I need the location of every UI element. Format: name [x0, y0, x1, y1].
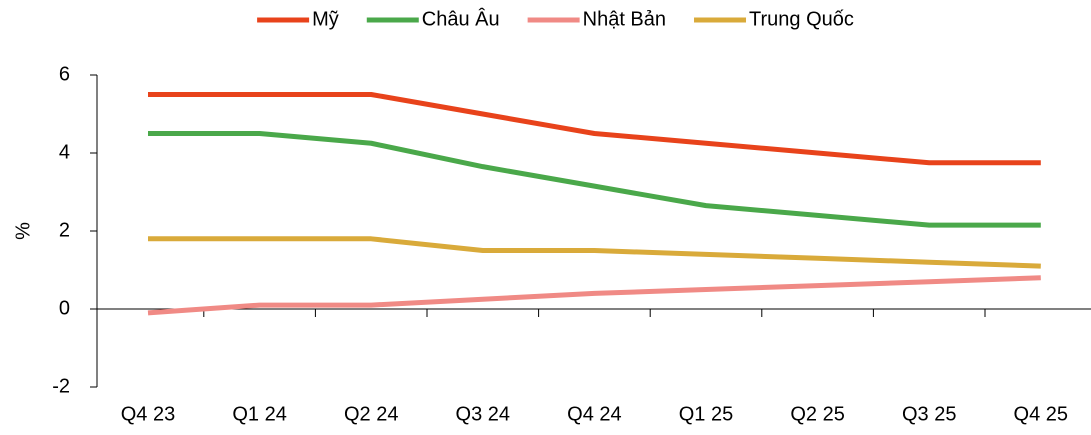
- series-line: [148, 131, 1041, 228]
- y-tick-label: -2: [52, 375, 70, 397]
- series-line: [148, 236, 1041, 269]
- x-tick-label: Q2 24: [344, 403, 398, 425]
- y-tick-label: 4: [59, 141, 70, 163]
- legend-label: Trung Quốc: [749, 8, 854, 30]
- legend-label: Nhật Bản: [583, 8, 666, 30]
- x-tick-label: Q1 25: [679, 403, 733, 425]
- x-tick-label: Q2 25: [790, 403, 844, 425]
- x-tick-label: Q3 25: [902, 403, 956, 425]
- x-tick-label: Q4 23: [121, 403, 175, 425]
- legend-label: Châu Âu: [422, 7, 500, 30]
- y-tick-label: 0: [59, 297, 70, 319]
- x-tick-label: Q4 25: [1014, 403, 1068, 425]
- series-line: [148, 92, 1041, 166]
- x-tick-label: Q1 24: [232, 403, 286, 425]
- x-tick-label: Q4 24: [567, 403, 621, 425]
- x-tick-label: Q3 24: [456, 403, 510, 425]
- y-axis-label: %: [12, 222, 34, 240]
- series-line: [147, 275, 1041, 316]
- y-tick-label: 2: [59, 219, 70, 241]
- legend-label: Mỹ: [312, 8, 339, 30]
- y-tick-label: 6: [59, 63, 70, 85]
